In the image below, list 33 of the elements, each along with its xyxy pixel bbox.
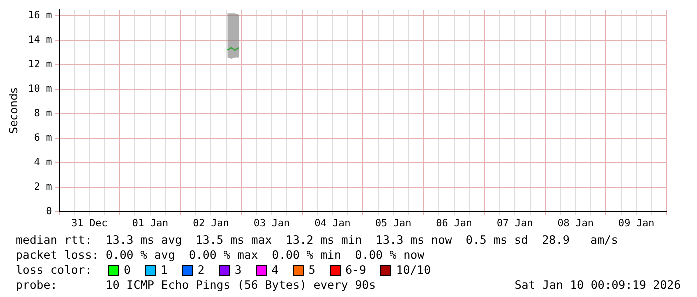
x-tick-label: 05 Jan (375, 218, 412, 230)
text: 4 (272, 263, 279, 278)
text: 1 (160, 263, 168, 278)
y-tick-label: 4 m (34, 158, 52, 169)
x-tick-label: 07 Jan (497, 218, 534, 230)
x-tick-label: 06 Jan (436, 218, 472, 230)
y-tick-label: 8 m (34, 108, 52, 120)
x-tick-label: 03 Jan (254, 218, 290, 230)
text: probe: 10 ICMP Echo Pings (56 Bytes) every 90s (16, 278, 376, 293)
y-tick-label: 10 m (28, 84, 52, 96)
text: loss color: (16, 263, 94, 278)
x-tick-label: 09 Jan (618, 218, 655, 230)
text: 6-9 (346, 263, 366, 278)
text: 3 (234, 263, 242, 278)
text: packet loss: 0.00 % avg 0.00 % max 0.00 % min 0.00 % now (16, 248, 424, 263)
x-tick-label: 08 Jan (558, 218, 594, 230)
text: 5 (308, 263, 316, 278)
text: 2 (198, 263, 205, 278)
y-tick-label: 0 (46, 206, 52, 218)
y-tick-label: 2 m (34, 182, 52, 194)
x-tick-label: 02 Jan (193, 218, 230, 230)
text: 10/10 (396, 263, 432, 278)
y-axis-title: Seconds (7, 88, 20, 134)
y-tick-label: 6 m (34, 133, 52, 144)
y-tick-label: 14 m (28, 35, 52, 46)
text: median rtt: 13.3 ms avg 13.5 ms max 13.2 ms min 13.3 ms now 0.5 ms sd 28.9 am/s (16, 233, 618, 248)
text: Sat Jan 10 00:09:19 2026 (514, 278, 681, 293)
x-tick-label: 04 Jan (314, 218, 351, 230)
x-tick-label: 31 Dec (72, 218, 108, 230)
x-tick-label: 01 Jan (132, 218, 168, 230)
y-tick-label: 16 m (28, 10, 52, 22)
text: 0 (124, 263, 131, 278)
y-tick-label: 12 m (28, 60, 52, 71)
